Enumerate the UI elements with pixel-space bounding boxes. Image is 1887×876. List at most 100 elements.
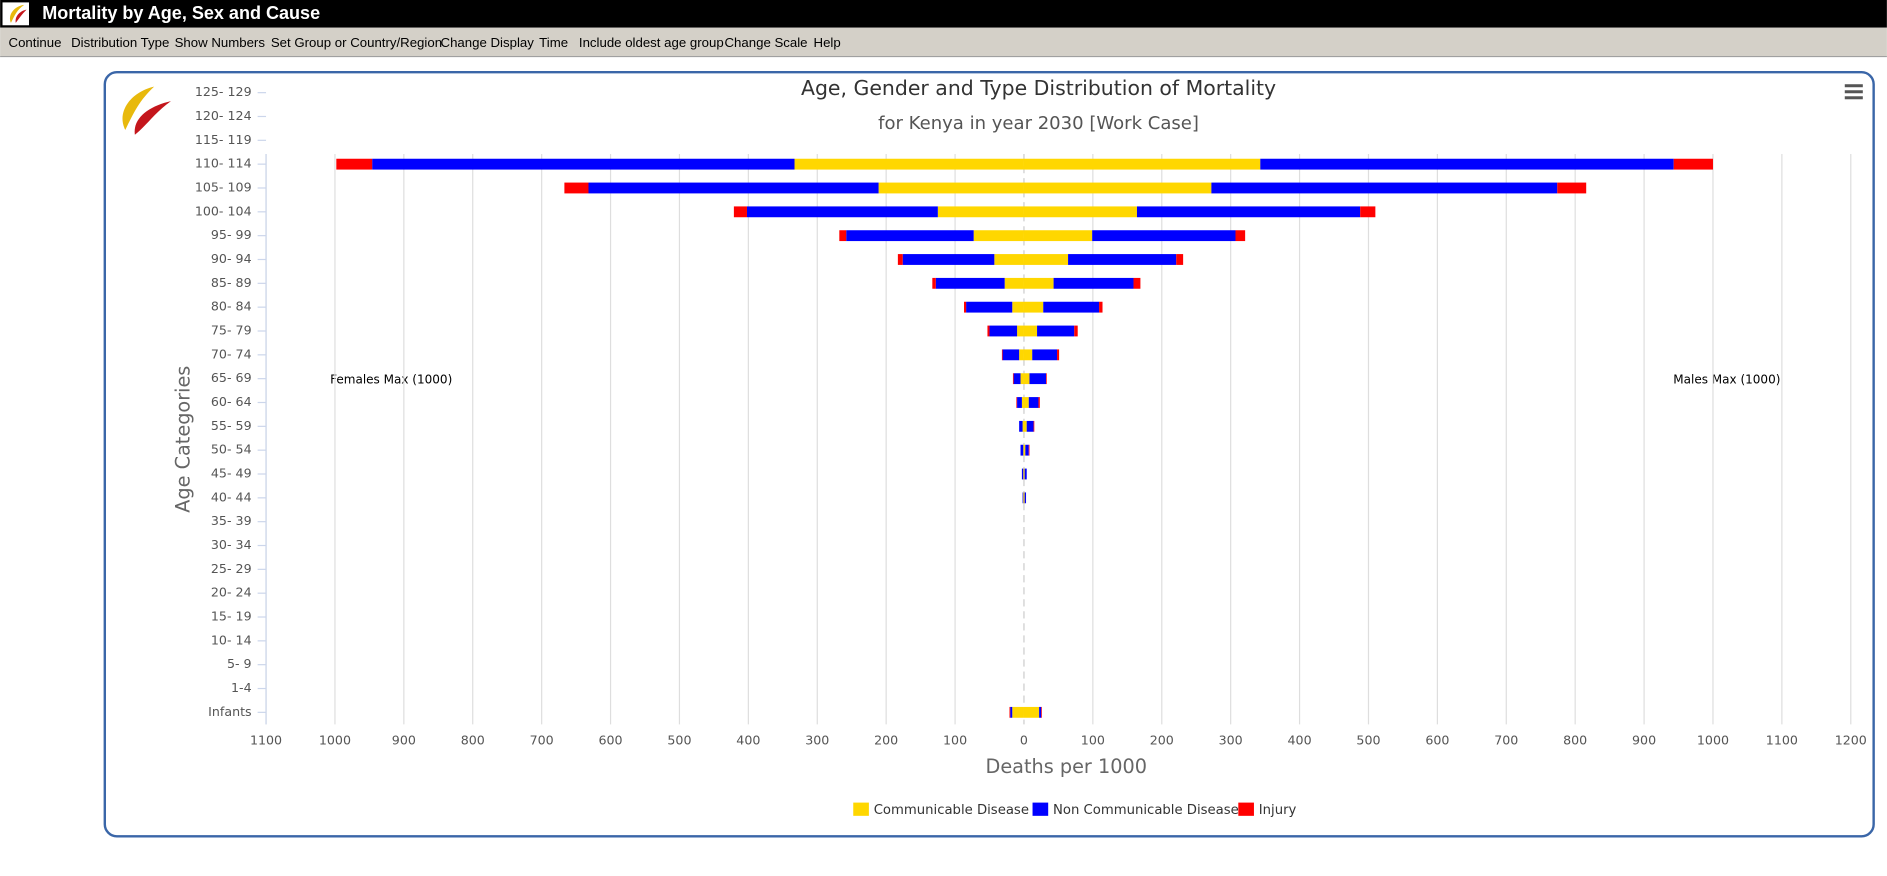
female-bar xyxy=(1021,397,1024,408)
x-tick-label: 1000 xyxy=(1697,733,1729,748)
y-tick-label: 5- 9 xyxy=(227,656,252,671)
chart-subtitle: for Kenya in year 2030 [Work Case] xyxy=(878,113,1199,134)
y-tick-label: 85- 89 xyxy=(211,275,252,290)
female-bar xyxy=(746,206,938,218)
y-tick-label: 100- 104 xyxy=(195,203,252,218)
x-tick-label: 400 xyxy=(736,733,760,748)
female-bar xyxy=(1020,444,1024,456)
legend-label[interactable]: Non Communicable Disease xyxy=(1053,803,1239,818)
female-bar xyxy=(1023,444,1024,456)
y-tick-label: 20- 24 xyxy=(211,585,252,600)
female-bar xyxy=(1020,373,1024,385)
female-bar xyxy=(932,277,936,289)
male-bar xyxy=(1023,397,1029,408)
annotation: Females Max (1000) xyxy=(330,373,452,387)
male-bar xyxy=(1023,349,1033,361)
chart-frame xyxy=(103,70,1875,838)
male-bar xyxy=(1673,158,1713,170)
y-axis-title: Age Categories xyxy=(172,366,195,513)
y-tick-label: 120- 124 xyxy=(195,108,252,123)
x-tick-label: 900 xyxy=(1632,733,1656,748)
male-bar xyxy=(1068,254,1177,265)
menu-item[interactable]: Change Display xyxy=(441,35,535,50)
female-bar xyxy=(1022,420,1024,432)
menu-item[interactable]: Include oldest age group xyxy=(579,35,724,50)
female-bar xyxy=(1019,420,1023,432)
x-tick-label: 700 xyxy=(530,733,554,748)
app-icon xyxy=(2,2,29,26)
menu-bar xyxy=(0,27,1887,57)
female-bar xyxy=(1017,397,1022,408)
male-bar xyxy=(1176,254,1184,265)
female-bar xyxy=(336,158,373,170)
male-bar xyxy=(1028,444,1030,456)
legend-label[interactable]: Injury xyxy=(1259,803,1297,818)
y-tick-label: 125- 129 xyxy=(195,84,252,99)
female-bar xyxy=(973,230,1024,242)
chart-menu-button[interactable] xyxy=(1844,84,1863,100)
male-bar xyxy=(1092,230,1236,242)
female-bar xyxy=(1004,277,1024,289)
male-bar xyxy=(1026,420,1034,432)
male-bar xyxy=(1053,277,1134,289)
male-bar xyxy=(1057,349,1060,361)
male-bar xyxy=(1557,182,1587,194)
male-bar xyxy=(1023,206,1137,218)
female-bar xyxy=(1002,349,1020,361)
y-tick-label: 35- 39 xyxy=(211,513,252,528)
x-tick-label: 200 xyxy=(1150,733,1174,748)
male-bar xyxy=(1023,254,1069,265)
chart-title: Age, Gender and Type Distribution of Mor… xyxy=(801,76,1276,100)
female-bar xyxy=(372,158,795,170)
female-bar xyxy=(1016,397,1018,408)
male-bar xyxy=(1211,182,1558,194)
menu: Continue Distribution Type Show Numbers Set… xyxy=(9,35,841,50)
x-tick-label: 700 xyxy=(1494,733,1518,748)
menu-item[interactable]: Help xyxy=(814,35,841,50)
female-bar xyxy=(1022,492,1024,504)
female-bar xyxy=(878,182,1024,194)
y-tick-label: 95- 99 xyxy=(211,227,252,242)
male-bar xyxy=(1023,468,1025,480)
menu-item[interactable]: Change Scale xyxy=(725,35,808,50)
menu-item[interactable]: Distribution Type xyxy=(71,35,169,50)
y-tick-label: 40- 44 xyxy=(211,489,252,504)
menu-item[interactable]: Continue xyxy=(9,35,62,50)
x-tick-label: 300 xyxy=(805,733,829,748)
y-tick-label: 60- 64 xyxy=(211,394,252,409)
male-bar xyxy=(1099,301,1103,313)
male-bar xyxy=(1037,325,1075,337)
male-bar xyxy=(1039,706,1042,718)
male-bar xyxy=(1041,706,1042,718)
x-tick-label: 1200 xyxy=(1835,733,1867,748)
female-bar xyxy=(987,325,990,337)
x-tick-label: 1000 xyxy=(319,733,351,748)
y-tick-label: 25- 29 xyxy=(211,561,252,576)
y-tick-label: 50- 54 xyxy=(211,442,252,457)
female-bar xyxy=(1017,325,1024,337)
menu-item[interactable]: Time xyxy=(539,35,568,50)
y-tick-label: 110- 114 xyxy=(195,156,252,171)
female-bar xyxy=(564,182,589,194)
x-tick-label: 100 xyxy=(1081,733,1105,748)
male-bar xyxy=(1023,301,1044,313)
female-bar xyxy=(846,230,974,242)
male-bar xyxy=(1023,373,1030,385)
female-bar xyxy=(1012,373,1014,385)
y-tick-label: 70- 74 xyxy=(211,346,252,361)
male-bar xyxy=(1023,444,1026,456)
menu-item[interactable]: Set Group or Country/Region xyxy=(271,35,442,50)
x-axis-title: Deaths per 1000 xyxy=(986,755,1147,778)
female-bar xyxy=(1012,706,1024,718)
y-tick-label: 55- 59 xyxy=(211,418,252,433)
x-tick-label: 800 xyxy=(461,733,485,748)
male-bar xyxy=(1046,373,1047,385)
male-bar xyxy=(1235,230,1246,242)
male-bar xyxy=(1038,397,1040,408)
female-bar xyxy=(1023,468,1024,480)
male-bar xyxy=(1025,444,1029,456)
female-bar xyxy=(966,301,1013,313)
legend-label[interactable]: Communicable Disease xyxy=(874,803,1029,818)
menu-item[interactable]: Show Numbers xyxy=(175,35,266,50)
